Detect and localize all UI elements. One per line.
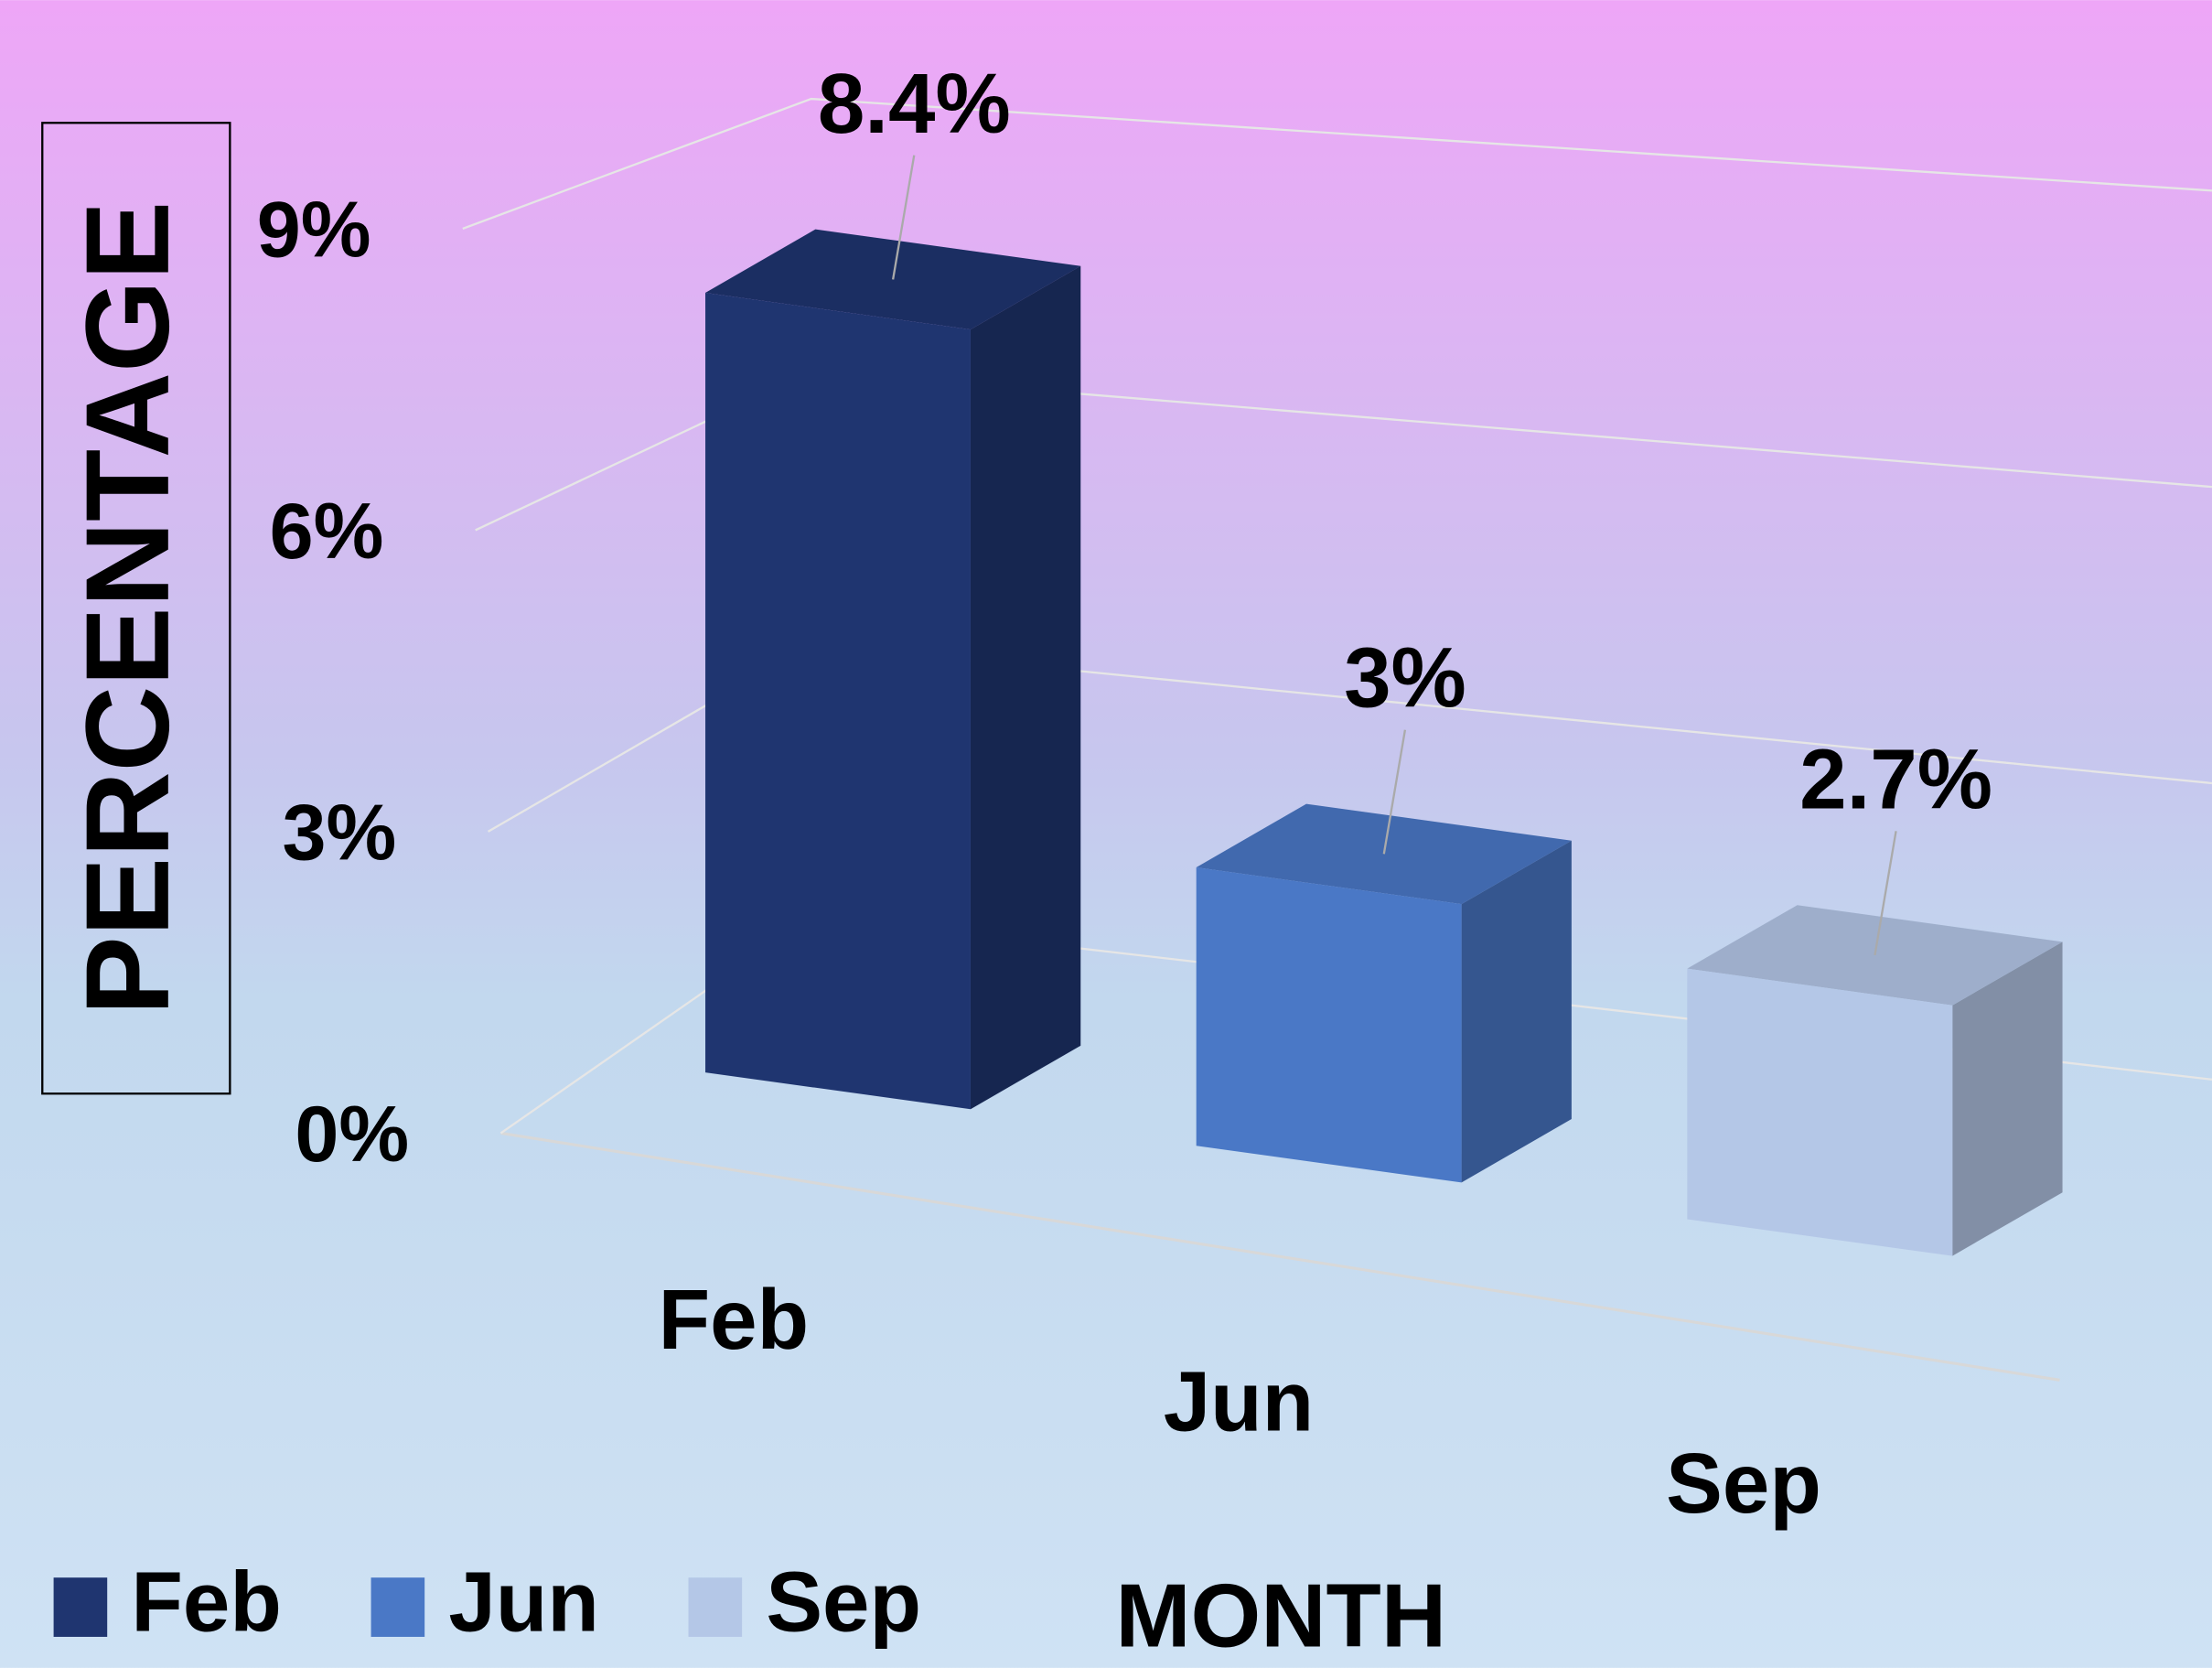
bar-front <box>705 293 971 1110</box>
value-label: 8.4% <box>818 56 1011 151</box>
legend-label: Jun <box>448 1555 598 1650</box>
legend-label: Feb <box>131 1555 281 1650</box>
leader-line <box>1874 831 1897 956</box>
x-tick-label: Sep <box>1666 1436 1821 1531</box>
bar-top-shade <box>1687 905 2063 1006</box>
bar-side-shade <box>970 265 1081 1110</box>
bar-top <box>1687 905 2063 1006</box>
legend-marker <box>370 1577 425 1637</box>
value-label: 3% <box>1344 630 1466 726</box>
leader-line <box>1382 729 1407 855</box>
bar-side <box>970 265 1081 1110</box>
y-tick-label: 6% <box>270 488 384 576</box>
bar-top <box>1196 803 1572 905</box>
bar <box>1687 905 2063 1256</box>
legend-marker <box>688 1577 743 1637</box>
bar-top-shade <box>1196 803 1572 905</box>
bar <box>1196 803 1572 1183</box>
x-axis-label: MONTH <box>1115 1566 1446 1666</box>
x-tick-label: Feb <box>659 1272 809 1367</box>
value-label: 2.7% <box>1799 731 1992 826</box>
y-tick-label: 9% <box>257 186 371 274</box>
y-tick-label: 3% <box>283 789 397 877</box>
floor-edge <box>500 1131 2060 1382</box>
bar-front <box>1687 968 1953 1256</box>
bar-side <box>1952 942 2063 1256</box>
legend-label: Sep <box>766 1555 921 1650</box>
bar <box>705 229 1081 1110</box>
bar-side <box>1461 840 1572 1183</box>
bar-front <box>1196 866 1462 1183</box>
x-tick-label: Jun <box>1164 1354 1314 1449</box>
y-tick-label: 0% <box>295 1091 409 1178</box>
legend-marker <box>53 1577 108 1637</box>
y-axis-label: PERCENTAGE <box>62 201 194 1016</box>
y-label-box <box>41 122 231 1095</box>
grid-line <box>462 97 2212 231</box>
bar-side-shade <box>1461 840 1572 1183</box>
leader-line <box>892 155 916 280</box>
bar-side-shade <box>1952 942 2063 1256</box>
